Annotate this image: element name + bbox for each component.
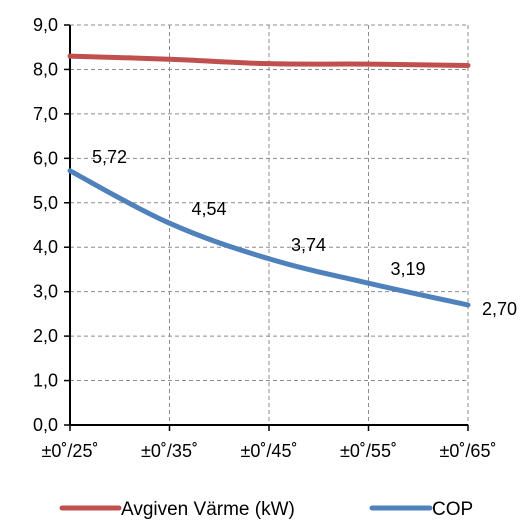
legend-label: COP [432,499,473,520]
data-label: 3,74 [291,235,326,255]
x-tick-label: ±0˚/55˚ [340,441,397,461]
data-label: 5,72 [92,147,127,167]
axes: 0,0 1,0 2,0 3,0 4,0 5,0 6,0 7,0 8,0 9,0 ±0˚/25˚ ±0˚… [33,15,496,461]
data-labels: 5,72 4,54 3,74 3,19 2,70 [92,147,517,319]
x-tick-label: ±0˚/35˚ [141,441,198,461]
x-tick-label: ±0˚/65˚ [440,441,497,461]
y-tick-label: 3,0 [33,282,58,302]
legend-label: Avgiven Värme (kW) [121,499,295,520]
data-label: 2,70 [482,299,517,319]
y-tick-label: 0,0 [33,415,58,435]
y-tick-label: 1,0 [33,371,58,391]
y-tick-label: 2,0 [33,326,58,346]
series-line-cop [67,168,471,308]
data-label: 3,19 [391,259,426,279]
y-tick-label: 6,0 [33,148,58,168]
grid [70,24,469,425]
y-tick-label: 4,0 [33,237,58,257]
y-tick-label: 9,0 [33,15,58,35]
series [67,53,471,308]
x-tick-label: ±0˚/25˚ [42,441,99,461]
y-tick-label: 5,0 [33,193,58,213]
data-label: 4,54 [192,199,227,219]
y-tick-label: 8,0 [33,59,58,79]
legend: Avgiven Värme (kW) COP [59,499,473,520]
y-tick-label: 7,0 [33,104,58,124]
series-line-avgiven-varme [67,53,471,68]
x-tick-label: ±0˚/45˚ [241,441,298,461]
